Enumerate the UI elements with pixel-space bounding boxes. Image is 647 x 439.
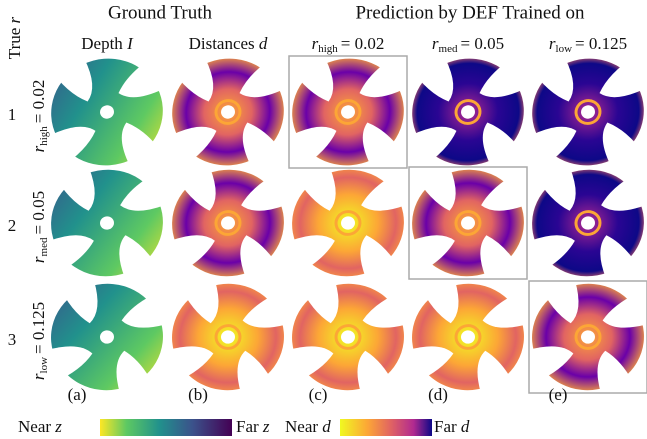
- panel-image: [395, 41, 540, 182]
- row-label: rlow= 0.125: [29, 302, 50, 380]
- panel-image: [155, 41, 300, 182]
- rotor: [283, 275, 412, 399]
- column-header: rmed= 0.05: [432, 34, 504, 55]
- subscript: high: [38, 126, 50, 146]
- rotor: [163, 275, 292, 399]
- value: = 0.05: [29, 191, 48, 235]
- rotor: [519, 156, 647, 289]
- subscript: high: [318, 43, 338, 55]
- subscript: med: [38, 237, 50, 256]
- group-title: Ground Truth: [108, 2, 212, 23]
- value: = 0.05: [460, 34, 504, 53]
- panel-label: (d): [428, 385, 448, 404]
- rotor: [275, 41, 420, 182]
- symbol: r: [5, 16, 24, 23]
- panels: [34, 41, 647, 399]
- panel-image: [38, 156, 176, 289]
- colorbar: [340, 419, 432, 436]
- text: Near: [18, 417, 51, 436]
- subscript: low: [556, 43, 573, 55]
- rotor: [403, 275, 532, 399]
- panel-label: (c): [309, 385, 328, 404]
- column-header: Depth I: [81, 34, 134, 53]
- symbol: z: [262, 417, 270, 436]
- rotor: [34, 41, 179, 182]
- rotor: [42, 275, 171, 399]
- value: = 0.02: [29, 80, 48, 124]
- colorbar: [100, 419, 232, 436]
- text: Depth: [81, 34, 123, 53]
- subscript: med: [439, 43, 458, 55]
- panel-image: [403, 275, 532, 399]
- group-title: Prediction by DEF Trained on: [355, 2, 585, 23]
- rotor: [159, 156, 297, 289]
- legend-label: Far d: [434, 417, 470, 436]
- value: = 0.125: [29, 302, 48, 354]
- panel-image: [42, 275, 171, 399]
- panel-image: [159, 156, 297, 289]
- column-header: rhigh= 0.02: [312, 34, 385, 55]
- rotor: [155, 41, 300, 182]
- row-number: 2: [8, 216, 17, 235]
- text: Distances: [189, 34, 255, 53]
- row-number: 3: [8, 330, 17, 349]
- panel-image: [163, 275, 292, 399]
- panel-label: (b): [188, 385, 208, 404]
- rotor: [399, 156, 537, 289]
- panel-image: [519, 156, 647, 289]
- panel-image: [283, 275, 412, 399]
- row-number: 1: [8, 105, 17, 124]
- panel-image: [279, 156, 417, 289]
- text: Far: [434, 417, 457, 436]
- value: = 0.02: [341, 34, 385, 53]
- text: Near: [285, 417, 318, 436]
- rotor: [395, 41, 540, 182]
- legend-label: Far z: [236, 417, 270, 436]
- column-header: rlow= 0.125: [549, 34, 627, 55]
- subscript: low: [38, 357, 50, 374]
- text: Far: [236, 417, 259, 436]
- legend-label: Near d: [285, 417, 331, 436]
- panel-image: [34, 41, 179, 182]
- panel-label: (a): [68, 385, 87, 404]
- symbol: d: [461, 417, 470, 436]
- rotor: [523, 275, 647, 399]
- panel-label: (e): [549, 385, 568, 404]
- symbol: z: [54, 417, 62, 436]
- row-axis-title: True r: [5, 16, 24, 59]
- column-header: Distances d: [189, 34, 268, 53]
- rotor: [279, 156, 417, 289]
- symbol: d: [259, 34, 268, 53]
- figure: Ground Truth Prediction by DEF Trained o…: [0, 0, 647, 439]
- symbol: d: [322, 417, 331, 436]
- row-label: rhigh= 0.02: [29, 80, 50, 153]
- legend-label: Near z: [18, 417, 62, 436]
- row-label: rmed= 0.05: [29, 191, 50, 263]
- panel-image: [523, 275, 647, 399]
- panel-image: [275, 41, 420, 182]
- value: = 0.125: [575, 34, 627, 53]
- rotor: [38, 156, 176, 289]
- panel-image: [399, 156, 537, 289]
- text: True: [5, 28, 24, 60]
